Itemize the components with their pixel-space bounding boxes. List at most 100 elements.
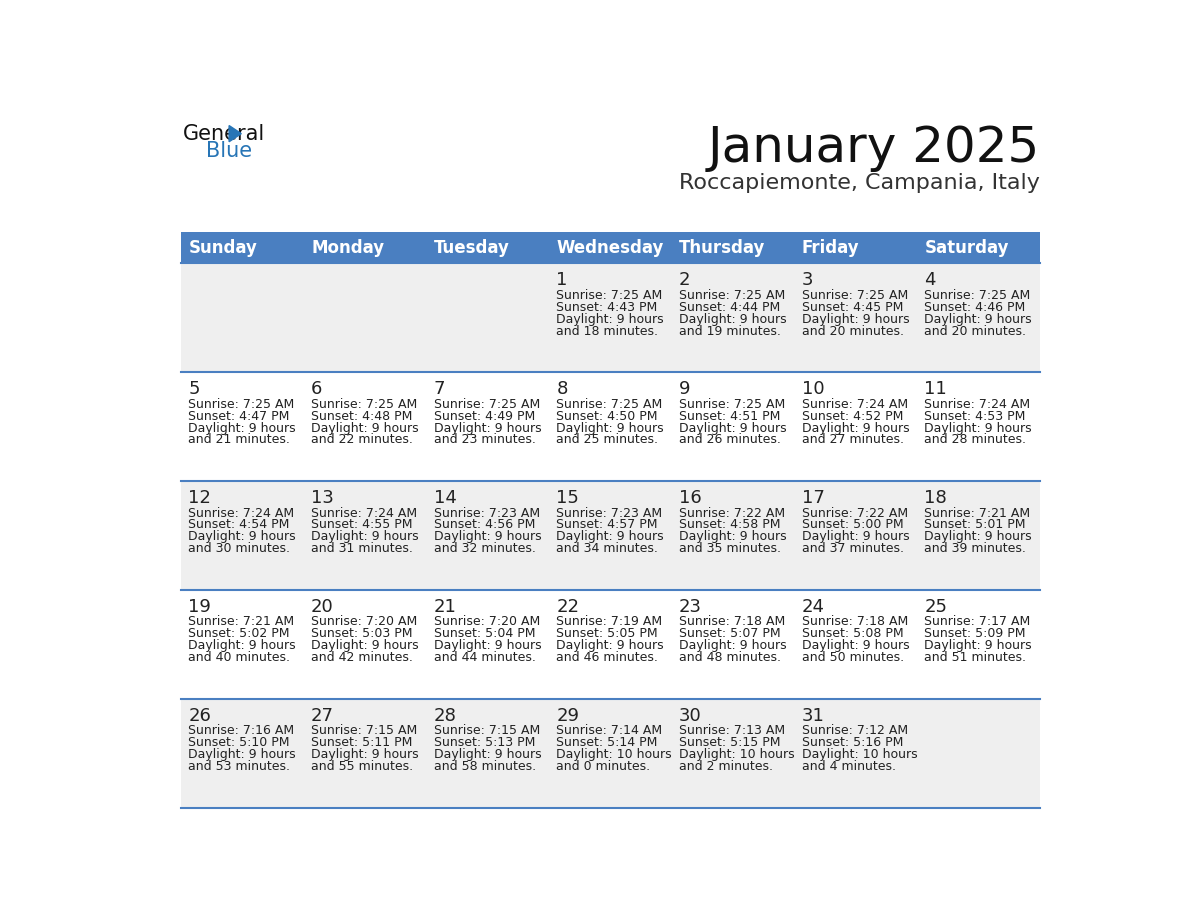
Text: Sunrise: 7:18 AM: Sunrise: 7:18 AM [802,615,908,629]
Bar [181,263,1040,373]
Text: and 18 minutes.: and 18 minutes. [556,325,658,338]
Bar [181,373,1040,481]
Text: Sunrise: 7:15 AM: Sunrise: 7:15 AM [434,724,541,737]
Text: Sunrise: 7:15 AM: Sunrise: 7:15 AM [311,724,417,737]
Text: Sunrise: 7:25 AM: Sunrise: 7:25 AM [556,289,663,302]
Text: 24: 24 [802,598,824,616]
Text: and 28 minutes.: and 28 minutes. [924,433,1026,446]
Text: Sunset: 4:48 PM: Sunset: 4:48 PM [311,409,412,422]
Text: Daylight: 9 hours: Daylight: 9 hours [556,531,664,543]
Text: Daylight: 9 hours: Daylight: 9 hours [924,531,1032,543]
Bar [181,232,1040,263]
Text: 26: 26 [189,707,211,724]
Text: Daylight: 9 hours: Daylight: 9 hours [556,313,664,326]
Text: and 39 minutes.: and 39 minutes. [924,543,1026,555]
Text: Sunset: 4:49 PM: Sunset: 4:49 PM [434,409,535,422]
Text: 1: 1 [556,271,568,289]
Text: Sunset: 4:53 PM: Sunset: 4:53 PM [924,409,1025,422]
Text: Sunrise: 7:25 AM: Sunrise: 7:25 AM [802,289,908,302]
Text: Daylight: 10 hours: Daylight: 10 hours [680,748,795,761]
Text: and 26 minutes.: and 26 minutes. [680,433,781,446]
Text: 31: 31 [802,707,824,724]
Text: Sunrise: 7:25 AM: Sunrise: 7:25 AM [556,397,663,410]
Text: 12: 12 [189,489,211,507]
Text: Sunrise: 7:25 AM: Sunrise: 7:25 AM [434,397,541,410]
Text: Daylight: 9 hours: Daylight: 9 hours [189,748,296,761]
Text: Sunrise: 7:23 AM: Sunrise: 7:23 AM [434,507,539,520]
Text: Daylight: 9 hours: Daylight: 9 hours [802,313,909,326]
Text: Sunset: 4:45 PM: Sunset: 4:45 PM [802,301,903,314]
Text: 20: 20 [311,598,334,616]
Text: January 2025: January 2025 [708,124,1040,172]
Text: Daylight: 10 hours: Daylight: 10 hours [556,748,672,761]
Text: Thursday: Thursday [680,239,765,257]
Text: and 0 minutes.: and 0 minutes. [556,760,651,773]
Text: and 48 minutes.: and 48 minutes. [680,651,781,665]
Text: General: General [183,124,265,144]
Text: Daylight: 9 hours: Daylight: 9 hours [311,531,418,543]
Text: Sunset: 5:08 PM: Sunset: 5:08 PM [802,627,903,641]
Text: Daylight: 9 hours: Daylight: 9 hours [311,748,418,761]
Text: 27: 27 [311,707,334,724]
Text: and 35 minutes.: and 35 minutes. [680,543,781,555]
Text: Sunrise: 7:22 AM: Sunrise: 7:22 AM [680,507,785,520]
Text: and 20 minutes.: and 20 minutes. [802,325,904,338]
Text: Roccapiemonte, Campania, Italy: Roccapiemonte, Campania, Italy [678,174,1040,194]
Bar [181,699,1040,808]
Text: 9: 9 [680,380,690,398]
Text: Daylight: 9 hours: Daylight: 9 hours [924,639,1032,653]
Text: Sunrise: 7:12 AM: Sunrise: 7:12 AM [802,724,908,737]
Text: Sunrise: 7:18 AM: Sunrise: 7:18 AM [680,615,785,629]
Text: and 27 minutes.: and 27 minutes. [802,433,904,446]
Text: and 31 minutes.: and 31 minutes. [311,543,413,555]
Text: Blue: Blue [206,141,252,161]
Bar [181,590,1040,699]
Text: Sunset: 5:11 PM: Sunset: 5:11 PM [311,736,412,749]
Text: and 42 minutes.: and 42 minutes. [311,651,413,665]
Text: Sunrise: 7:25 AM: Sunrise: 7:25 AM [680,397,785,410]
Text: and 58 minutes.: and 58 minutes. [434,760,536,773]
Text: Sunset: 5:05 PM: Sunset: 5:05 PM [556,627,658,641]
Text: 10: 10 [802,380,824,398]
Text: 13: 13 [311,489,334,507]
Text: Daylight: 10 hours: Daylight: 10 hours [802,748,917,761]
Text: 23: 23 [680,598,702,616]
Text: Sunrise: 7:25 AM: Sunrise: 7:25 AM [924,289,1031,302]
Text: Daylight: 9 hours: Daylight: 9 hours [802,421,909,434]
Text: and 50 minutes.: and 50 minutes. [802,651,904,665]
Text: Sunrise: 7:13 AM: Sunrise: 7:13 AM [680,724,785,737]
Text: Daylight: 9 hours: Daylight: 9 hours [802,531,909,543]
Text: Tuesday: Tuesday [434,239,510,257]
Text: and 37 minutes.: and 37 minutes. [802,543,904,555]
Text: 28: 28 [434,707,456,724]
Text: Sunset: 5:00 PM: Sunset: 5:00 PM [802,519,903,532]
Text: Sunset: 5:10 PM: Sunset: 5:10 PM [189,736,290,749]
Text: Sunset: 4:44 PM: Sunset: 4:44 PM [680,301,781,314]
Text: Daylight: 9 hours: Daylight: 9 hours [924,421,1032,434]
Text: Sunrise: 7:17 AM: Sunrise: 7:17 AM [924,615,1031,629]
Text: Sunset: 4:47 PM: Sunset: 4:47 PM [189,409,290,422]
Text: 29: 29 [556,707,580,724]
Text: Sunset: 5:01 PM: Sunset: 5:01 PM [924,519,1026,532]
Text: and 55 minutes.: and 55 minutes. [311,760,413,773]
Text: Sunrise: 7:23 AM: Sunrise: 7:23 AM [556,507,663,520]
Text: Sunrise: 7:24 AM: Sunrise: 7:24 AM [189,507,295,520]
Text: Sunrise: 7:21 AM: Sunrise: 7:21 AM [924,507,1030,520]
Text: and 34 minutes.: and 34 minutes. [556,543,658,555]
Text: Sunset: 5:14 PM: Sunset: 5:14 PM [556,736,658,749]
Text: Sunday: Sunday [189,239,258,257]
Text: 22: 22 [556,598,580,616]
Text: and 22 minutes.: and 22 minutes. [311,433,413,446]
Text: 16: 16 [680,489,702,507]
Text: and 4 minutes.: and 4 minutes. [802,760,896,773]
Text: Daylight: 9 hours: Daylight: 9 hours [434,531,542,543]
Text: Daylight: 9 hours: Daylight: 9 hours [680,421,786,434]
Text: 17: 17 [802,489,824,507]
Text: Daylight: 9 hours: Daylight: 9 hours [434,748,542,761]
Text: Sunset: 5:07 PM: Sunset: 5:07 PM [680,627,781,641]
Text: and 19 minutes.: and 19 minutes. [680,325,781,338]
Text: and 46 minutes.: and 46 minutes. [556,651,658,665]
Text: 19: 19 [189,598,211,616]
Text: Sunrise: 7:14 AM: Sunrise: 7:14 AM [556,724,663,737]
Text: Wednesday: Wednesday [556,239,664,257]
